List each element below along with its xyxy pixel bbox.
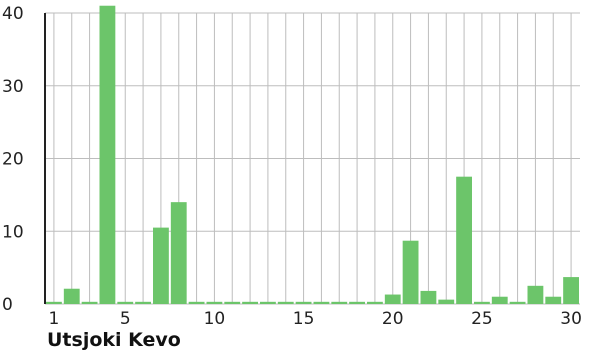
bar-day-7 xyxy=(153,227,169,304)
bar-day-30 xyxy=(563,277,579,304)
bar-day-18 xyxy=(349,301,365,304)
bar-day-28 xyxy=(527,285,544,304)
bar-day-22 xyxy=(420,290,437,304)
bar-day-26 xyxy=(491,296,508,304)
bar-day-12 xyxy=(242,301,258,304)
bar-day-2 xyxy=(63,288,80,304)
y-tick-label: 10 xyxy=(2,222,24,242)
x-tick-label: 10 xyxy=(204,309,226,329)
bar-day-11 xyxy=(224,301,241,304)
bar-day-14 xyxy=(277,301,294,304)
bar-day-6 xyxy=(135,301,151,304)
bar-day-5 xyxy=(117,301,134,304)
bar-day-23 xyxy=(438,299,455,304)
x-tick-labels: 1 5 10 15 20 25 30 xyxy=(49,309,582,329)
bar-day-9 xyxy=(188,301,205,304)
bar-day-1 xyxy=(46,301,62,304)
bar-day-3 xyxy=(81,301,98,304)
x-tick-label: 30 xyxy=(560,309,582,329)
bar-day-17 xyxy=(331,301,348,304)
bar-layer xyxy=(46,5,579,304)
bar-day-20 xyxy=(384,294,401,304)
y-tick-label: 30 xyxy=(2,77,24,97)
x-tick-label: 1 xyxy=(49,309,60,329)
bar-day-25 xyxy=(474,301,490,304)
bar-day-24 xyxy=(456,176,472,304)
x-tick-label: 15 xyxy=(293,309,315,329)
bar-day-27 xyxy=(509,301,526,304)
bar-day-21 xyxy=(402,240,419,304)
bar-day-29 xyxy=(545,296,562,304)
y-tick-label: 0 xyxy=(2,295,13,315)
bar-day-19 xyxy=(367,301,383,304)
bar-day-16 xyxy=(313,301,330,304)
y-tick-labels: 0 10 20 30 40 xyxy=(2,4,24,315)
bar-day-10 xyxy=(206,301,223,304)
bar-day-13 xyxy=(260,301,276,304)
bar-day-4 xyxy=(99,5,116,304)
grid-layer xyxy=(45,12,580,305)
chart-title: Utsjoki Kevo xyxy=(47,329,181,351)
y-tick-label: 40 xyxy=(2,4,24,24)
x-tick-label: 5 xyxy=(120,309,131,329)
bar-day-8 xyxy=(170,202,187,304)
bar-day-15 xyxy=(295,301,312,304)
x-tick-label: 25 xyxy=(471,309,493,329)
y-tick-label: 20 xyxy=(2,150,24,170)
x-tick-label: 20 xyxy=(382,309,404,329)
